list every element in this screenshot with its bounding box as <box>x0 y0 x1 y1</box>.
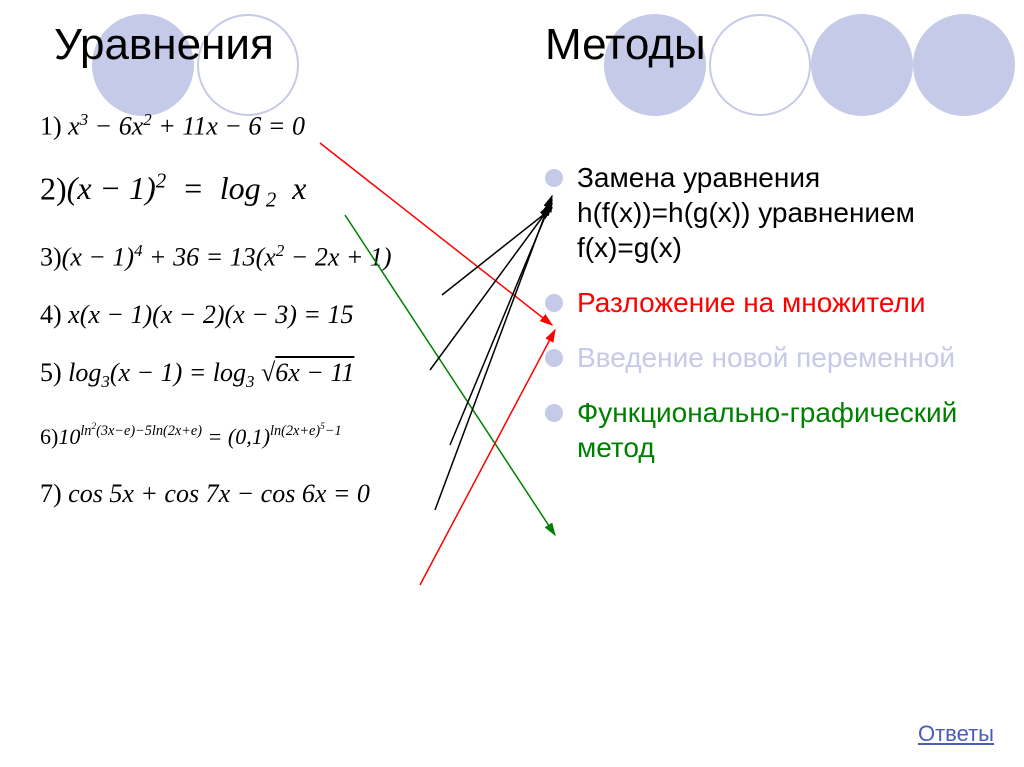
method-text: Функционально-графический метод <box>577 395 995 465</box>
method-item-1: Замена уравнения h(f(x))=h(g(x)) уравнен… <box>545 160 995 265</box>
bullet-icon <box>545 294 563 312</box>
title-methods: Методы <box>545 20 706 70</box>
method-text: Замена уравнения h(f(x))=h(g(x)) уравнен… <box>577 160 995 265</box>
equation-2: 2)(x − 1)2 = log 2 x <box>40 170 520 213</box>
method-text: Введение новой переменной <box>577 340 955 375</box>
method-item-3: Введение новой переменной <box>545 340 995 375</box>
method-item-2: Разложение на множители <box>545 285 995 320</box>
equation-1: 1) x3 − 6x2 + 11x − 6 = 0 <box>40 110 520 142</box>
method-text: Разложение на множители <box>577 285 925 320</box>
equations-list: 1) x3 − 6x2 + 11x − 6 = 0 2)(x − 1)2 = lo… <box>40 110 520 537</box>
methods-list: Замена уравнения h(f(x))=h(g(x)) уравнен… <box>545 160 995 485</box>
equation-6: 6)10ln2(3x−e)−5ln(2x+e) = (0,1)ln(2x+e)5… <box>40 421 520 451</box>
method-item-4: Функционально-графический метод <box>545 395 995 465</box>
decorative-circle <box>811 14 913 116</box>
bullet-icon <box>545 169 563 187</box>
title-equations: Уравнения <box>54 20 274 70</box>
bullet-icon <box>545 349 563 367</box>
equation-3: 3)(x − 1)4 + 36 = 13(x2 − 2x + 1) <box>40 241 520 273</box>
decorative-circle <box>913 14 1015 116</box>
decorative-circle <box>709 14 811 116</box>
bullet-icon <box>545 404 563 422</box>
equation-5: 5) log3(x − 1) = log3 √6x − 11 <box>40 358 520 392</box>
equation-7: 7) cos 5x + cos 7x − cos 6x = 0 <box>40 479 520 509</box>
answers-link[interactable]: Ответы <box>918 721 994 747</box>
equation-4: 4) x(x − 1)(x − 2)(x − 3) = 15 <box>40 300 520 330</box>
